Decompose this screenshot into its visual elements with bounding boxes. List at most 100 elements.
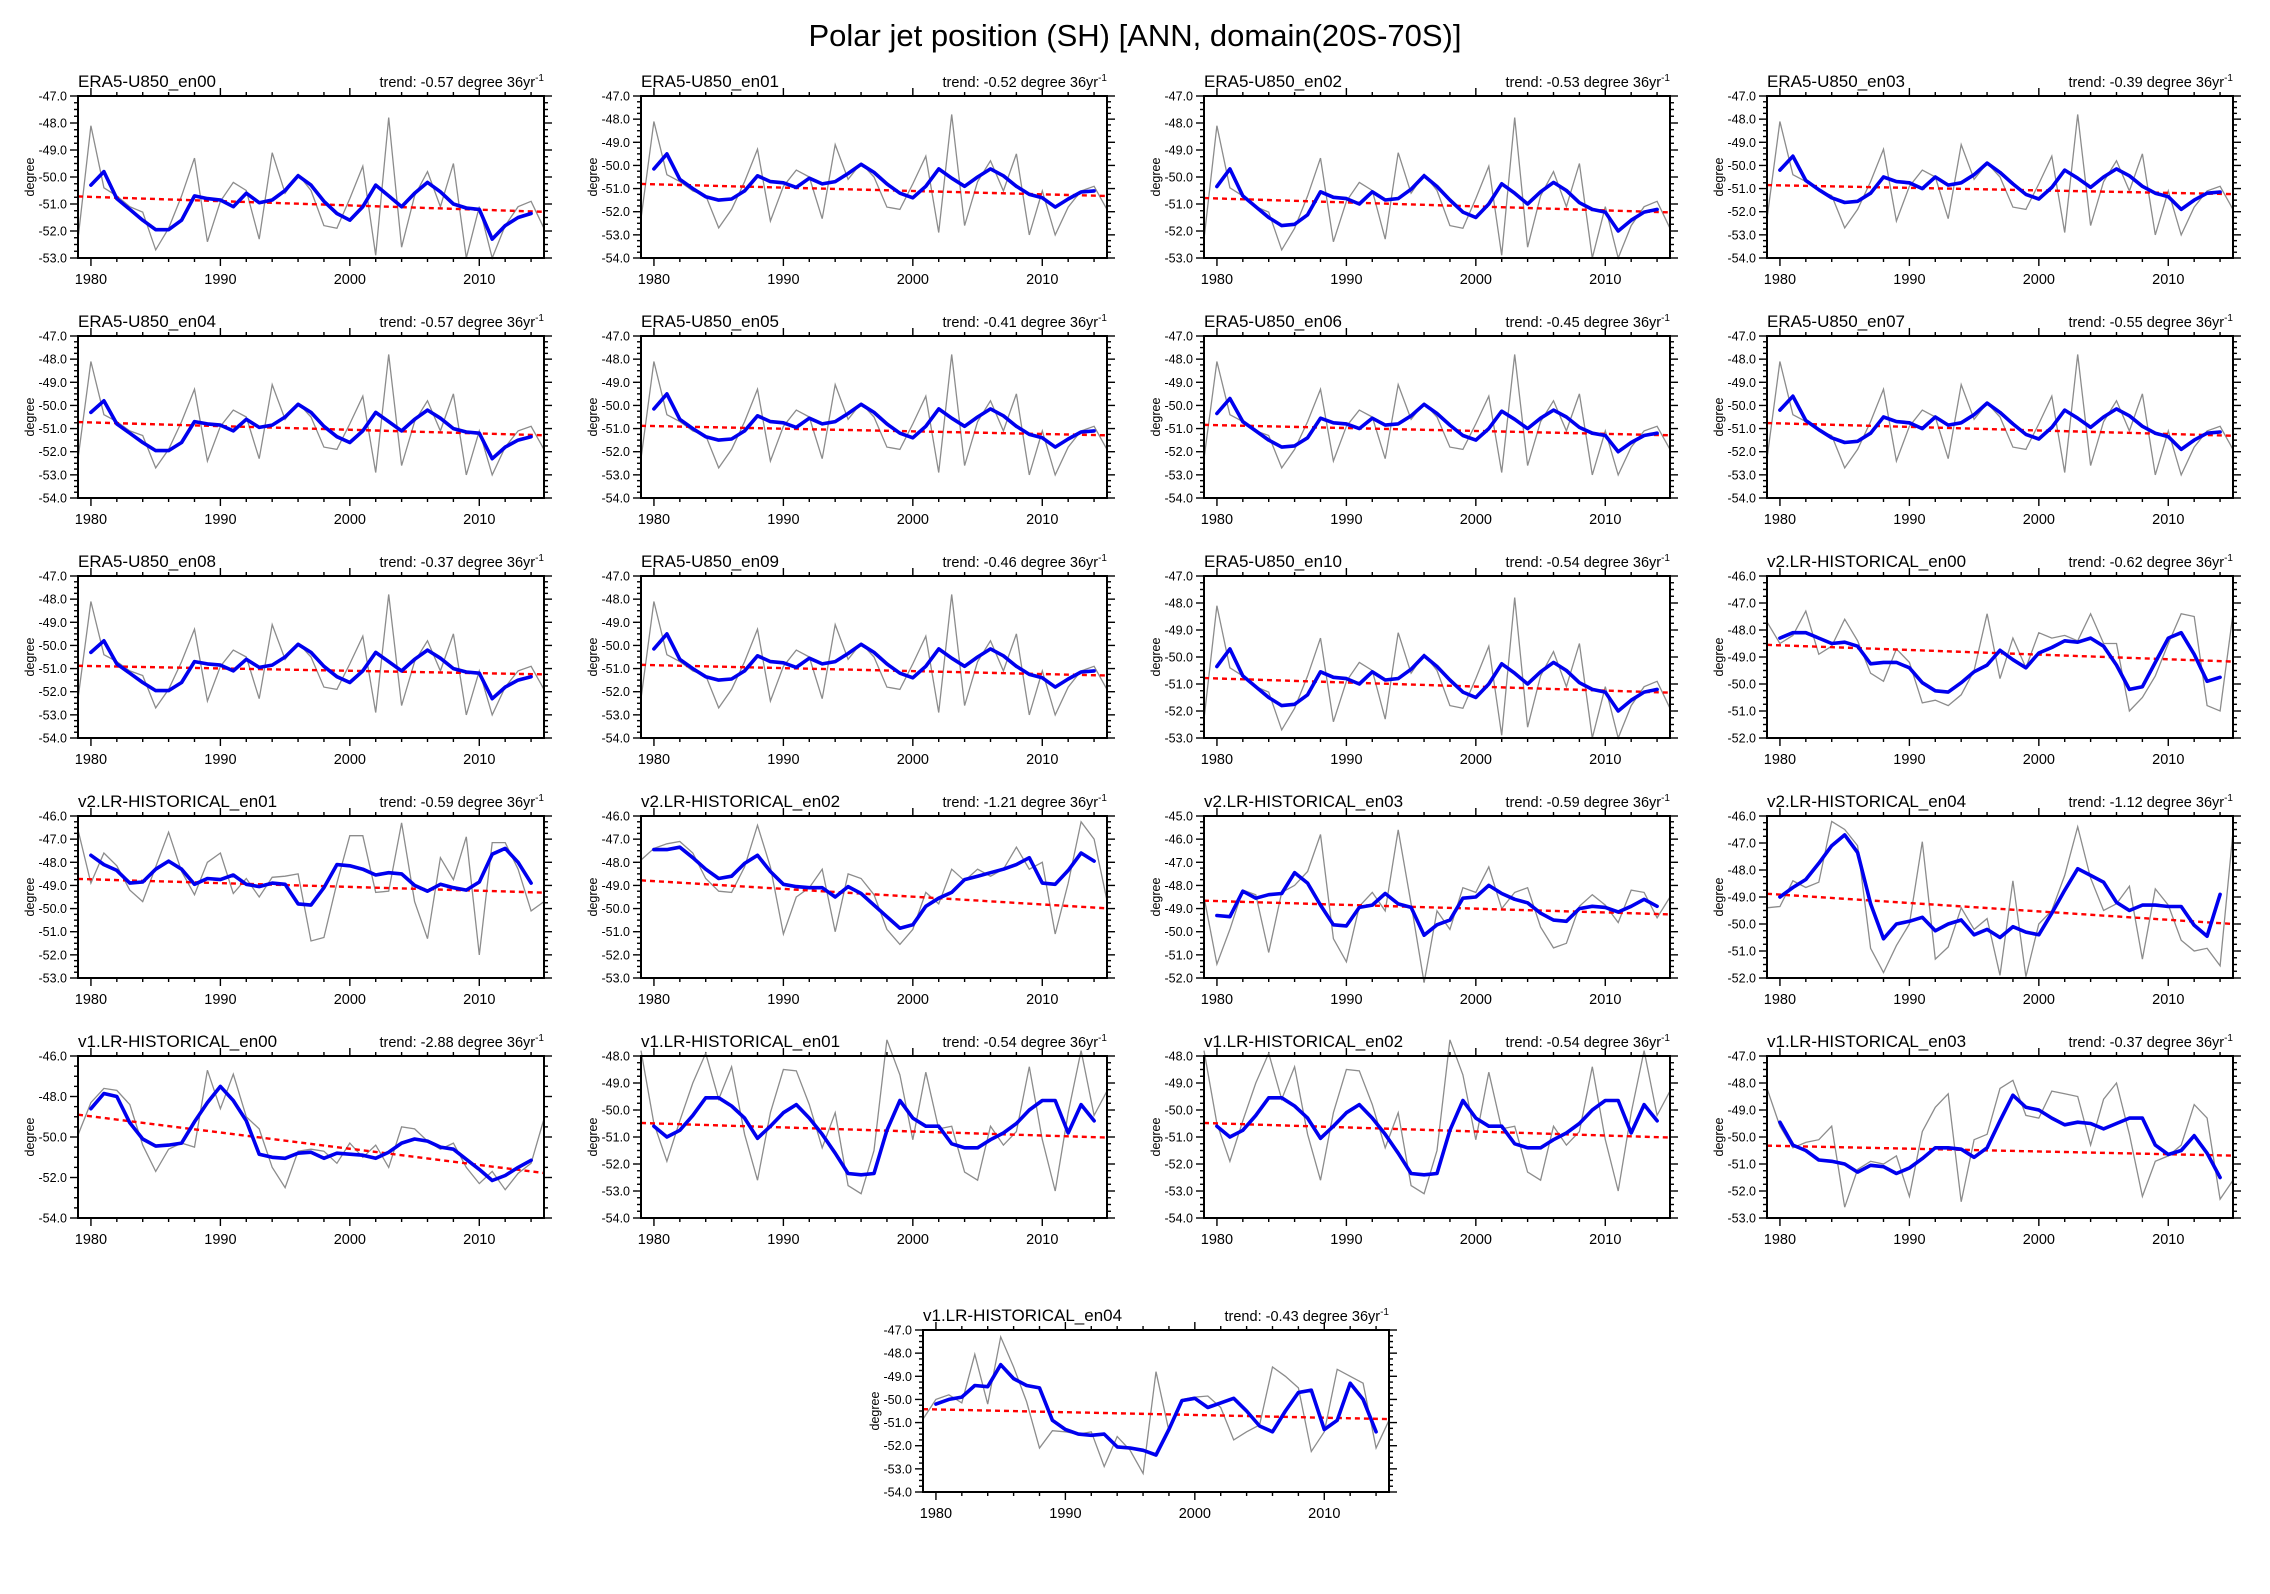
y-tick-label: -50.0 [1165, 399, 1194, 413]
x-tick-label: 2000 [1460, 992, 1492, 1008]
chart-panel-svg: v1.LR-HISTORICAL_en00 trend: -2.88 degree… [23, 1032, 552, 1249]
x-tick-label: 1980 [75, 992, 107, 1008]
y-tick-label: -52.0 [602, 1158, 631, 1172]
plot-frame [921, 1329, 1390, 1493]
x-tick-label: 1980 [1764, 272, 1796, 288]
x-tick-label: 1980 [1764, 1232, 1796, 1248]
y-tick-label: -54.0 [883, 1486, 912, 1500]
y-tick-label: -47.0 [883, 1324, 912, 1338]
smoothed-series-line [1215, 647, 1659, 713]
trend-line [922, 1407, 1389, 1421]
plot-frame [1203, 575, 1671, 739]
y-tick-label: -51.0 [1728, 705, 1757, 719]
y-tick-label: -52.0 [1728, 972, 1757, 986]
y-tick-label: -53.0 [39, 252, 68, 266]
plot-frame [1203, 335, 1671, 499]
x-tick-label: 1980 [1201, 992, 1233, 1008]
smoothed-series-line [1215, 870, 1659, 937]
x-tick-label: 2010 [1026, 992, 1058, 1008]
y-tick-label: -51.0 [1165, 422, 1194, 436]
axis-ticks [70, 88, 552, 266]
y-tick-label: -49.0 [602, 376, 631, 390]
y-tick-label: -47.0 [1165, 330, 1194, 344]
x-tick-label: 2000 [897, 752, 929, 768]
y-tick-label: -49.0 [602, 136, 631, 150]
y-tick-label: -50.0 [602, 1104, 631, 1118]
y-tick-label: -54.0 [602, 1212, 631, 1226]
x-tick-label: 2010 [1026, 512, 1058, 528]
plot-frame [77, 575, 545, 739]
y-tick-label: -50.0 [1165, 925, 1194, 939]
plot-frame [1766, 335, 2234, 499]
y-axis-title: degree [1149, 1117, 1163, 1156]
tick-labels: -46.0 -48.0 -50.0 -52.0 -54.0 1980 1990 2000 201… [39, 1050, 496, 1249]
y-tick-label: -50.0 [1728, 399, 1757, 413]
trend-line [1203, 899, 1671, 916]
panel-title: ERA5-U850_en09 [641, 552, 779, 571]
y-axis-title: degree [23, 637, 37, 676]
panel-row: ERA5-U850_en00 trend: -0.57 degree 36yr-1… [18, 60, 2270, 300]
y-tick-label: -50.0 [602, 902, 631, 916]
x-tick-label: 1980 [1201, 272, 1233, 288]
plot-frame [1766, 1055, 2234, 1219]
annual-series-line [1766, 609, 2234, 713]
y-tick-label: -54.0 [602, 732, 631, 746]
y-tick-label: -48.0 [1728, 353, 1757, 367]
tick-labels: -45.0 -46.0 -47.0 -48.0 -49.0 -50.0 -51.0 -52.0… [1165, 810, 1622, 1009]
y-tick-label: -53.0 [602, 1185, 631, 1199]
panel-title: ERA5-U850_en05 [641, 312, 779, 331]
x-tick-label: 2000 [897, 272, 929, 288]
chart-panel: ERA5-U850_en07 trend: -0.55 degree 36yr-1… [1707, 300, 2270, 540]
x-tick-label: 1990 [1893, 512, 1925, 528]
y-tick-label: -48.0 [1728, 113, 1757, 127]
y-tick-label: -50.0 [602, 639, 631, 653]
y-tick-label: -46.0 [1165, 833, 1194, 847]
y-tick-label: -47.0 [1728, 597, 1757, 611]
plot-frame [77, 1055, 545, 1219]
smoothed-series-line [652, 632, 1096, 689]
plot-frame [640, 335, 1108, 499]
panel-trend-label: trend: -0.54 degree 36yr-1 [943, 1033, 1108, 1051]
y-tick-label: -50.0 [883, 1393, 912, 1407]
y-tick-label: -51.0 [1165, 678, 1194, 692]
y-tick-label: -48.0 [602, 1050, 631, 1064]
panel-trend-label: trend: -0.59 degree 36yr-1 [1506, 793, 1671, 811]
y-tick-label: -52.0 [39, 685, 68, 699]
y-tick-label: -51.0 [1728, 422, 1757, 436]
tick-labels: -46.0 -47.0 -48.0 -49.0 -50.0 -51.0 -52.0 -53.0… [39, 810, 496, 1009]
chart-panel: v1.LR-HISTORICAL_en03 trend: -0.37 degree… [1707, 1020, 2270, 1260]
panel-title: v2.LR-HISTORICAL_en01 [78, 792, 277, 811]
panel-trend-label: trend: -0.52 degree 36yr-1 [943, 73, 1108, 91]
y-tick-label: -51.0 [1165, 1131, 1194, 1145]
chart-panel-svg: ERA5-U850_en10 trend: -0.54 degree 36yr-1… [1149, 552, 1678, 768]
plot-frame [1203, 95, 1671, 259]
chart-panel-svg: ERA5-U850_en03 trend: -0.39 degree 36yr-1… [1712, 72, 2241, 288]
x-tick-label: 1990 [1330, 752, 1362, 768]
chart-panel: v2.LR-HISTORICAL_en03 trend: -0.59 degree… [1144, 780, 1707, 1020]
y-tick-label: -52.0 [883, 1439, 912, 1453]
x-tick-label: 2010 [1589, 272, 1621, 288]
x-tick-label: 2000 [334, 512, 366, 528]
axis-ticks [1196, 1048, 1678, 1226]
chart-panel: v2.LR-HISTORICAL_en00 trend: -0.62 degree… [1707, 540, 2270, 780]
y-tick-label: -51.0 [602, 182, 631, 196]
panel-trend-label: trend: -0.57 degree 36yr-1 [380, 313, 545, 331]
y-tick-label: -52.0 [1728, 205, 1757, 219]
y-axis-title: degree [23, 1117, 37, 1156]
chart-panel-svg: ERA5-U850_en08 trend: -0.37 degree 36yr-1… [23, 552, 552, 768]
tick-labels: -46.0 -47.0 -48.0 -49.0 -50.0 -51.0 -52.0 1980 1… [1728, 570, 2185, 769]
chart-panel: v2.LR-HISTORICAL_en02 trend: -1.21 degree… [581, 780, 1144, 1020]
x-tick-label: 1980 [638, 992, 670, 1008]
smoothed-series-line [89, 639, 533, 701]
tick-labels: -46.0 -47.0 -48.0 -49.0 -50.0 -51.0 -52.0 -53.0… [602, 810, 1059, 1009]
x-tick-label: 2000 [334, 1232, 366, 1248]
chart-panel: v2.LR-HISTORICAL_en04 trend: -1.12 degree… [1707, 780, 2270, 1020]
smoothed-series-line [89, 846, 533, 907]
panel-title: ERA5-U850_en04 [78, 312, 216, 331]
y-tick-label: -52.0 [602, 948, 631, 962]
chart-panel: ERA5-U850_en10 trend: -0.54 degree 36yr-1… [1144, 540, 1707, 780]
x-tick-label: 1980 [75, 752, 107, 768]
panel-trend-label: trend: -0.41 degree 36yr-1 [943, 313, 1108, 331]
axis-ticks [1196, 568, 1678, 746]
